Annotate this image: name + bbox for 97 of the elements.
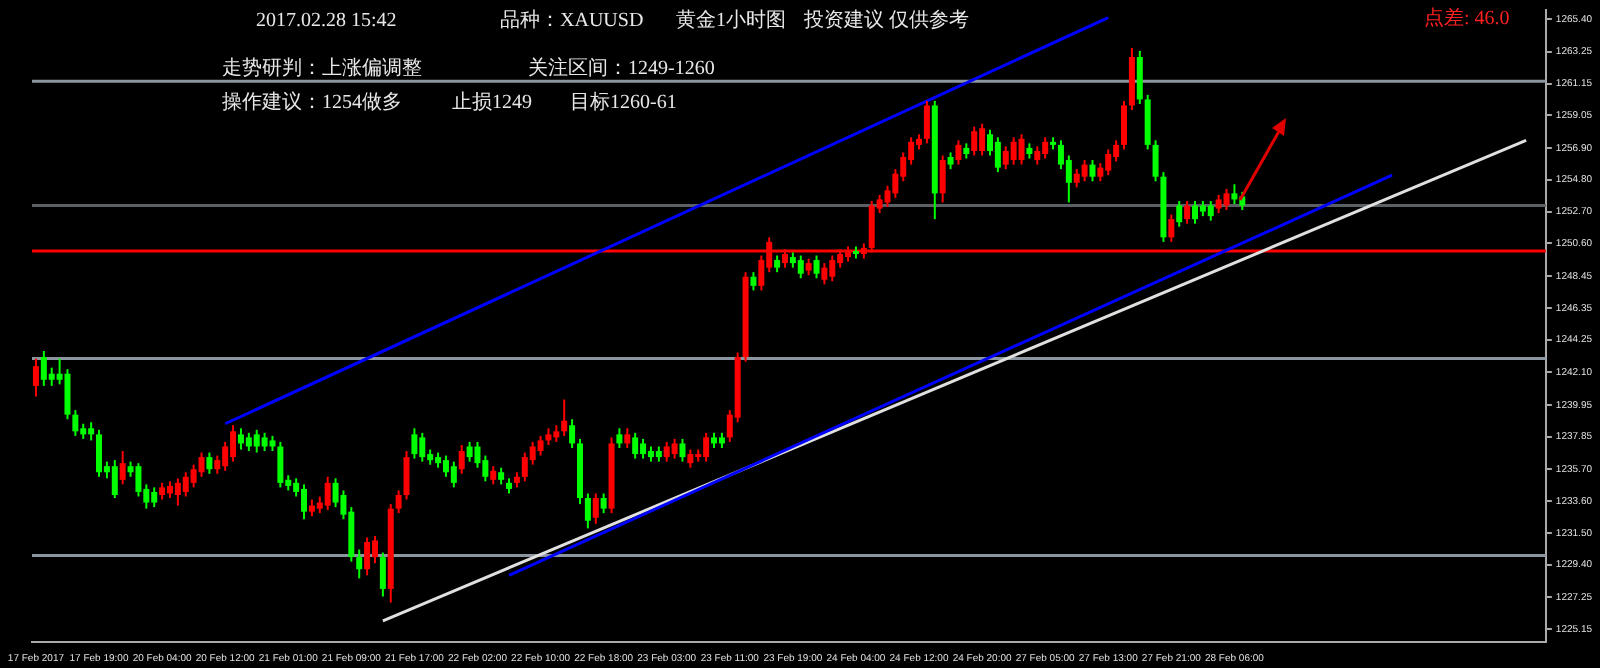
annotation: 走势研判：上涨偏调整 <box>222 58 422 82</box>
candlestick <box>584 492 591 530</box>
candlestick <box>301 483 308 521</box>
candlestick <box>151 486 158 509</box>
candlestick <box>750 271 757 292</box>
annotation: 2017.02.28 15:42 <box>256 10 397 34</box>
candlestick <box>971 125 978 157</box>
candlestick <box>442 454 449 478</box>
candlestick <box>687 448 694 469</box>
candlestick <box>703 431 710 463</box>
candlestick <box>277 440 284 489</box>
candlestick <box>1034 145 1041 166</box>
candlestick <box>1081 159 1088 183</box>
candlestick <box>1207 199 1214 222</box>
candlestick <box>640 437 647 460</box>
candlestick <box>32 357 39 398</box>
candlestick <box>521 451 528 483</box>
annotation: 投资建议 仅供参考 <box>804 10 969 34</box>
candlestick <box>190 463 197 489</box>
candlestick <box>88 421 95 442</box>
candlestick <box>1168 213 1175 243</box>
candlestick <box>1184 199 1191 225</box>
annotation: 操作建议：1254做多 <box>222 92 402 116</box>
candlestick <box>600 492 607 515</box>
candlestick <box>671 437 678 460</box>
candlestick <box>395 489 402 515</box>
candlestick <box>214 454 221 475</box>
annotation: 黄金1小时图 <box>676 10 786 34</box>
candlestick <box>1191 199 1198 225</box>
candlestick <box>616 427 623 450</box>
candlestick <box>1105 148 1112 177</box>
annotation: 目标1260-61 <box>570 92 677 116</box>
candlestick <box>569 418 576 450</box>
candlestick <box>403 450 410 501</box>
candlestick <box>663 440 670 463</box>
candlestick <box>466 440 473 463</box>
candlestick <box>923 99 930 145</box>
candlestick <box>206 451 213 475</box>
candlestick <box>356 548 363 580</box>
candlestick <box>245 431 252 453</box>
candlestick <box>379 551 386 598</box>
candlestick <box>1002 145 1009 171</box>
candlestick <box>40 350 47 387</box>
candlestick <box>490 465 497 486</box>
candlestick <box>174 477 181 507</box>
candlestick <box>1144 93 1151 151</box>
candlestick <box>1121 99 1128 151</box>
candlestick <box>364 536 371 577</box>
annotation: 关注区间：1249-1260 <box>528 58 715 82</box>
candlestick <box>821 262 828 286</box>
candlestick <box>237 427 244 451</box>
candlestick <box>679 437 686 463</box>
candlestick <box>632 431 639 460</box>
candlestick <box>72 409 79 437</box>
candlestick <box>1018 133 1025 166</box>
candlestick <box>135 462 142 498</box>
candlestick <box>1010 136 1017 166</box>
candlestick <box>979 122 986 157</box>
candlestick <box>411 427 418 460</box>
candlestick <box>96 428 103 478</box>
candlestick <box>1176 199 1183 228</box>
candlestick <box>1223 187 1230 212</box>
candlestick <box>592 492 599 525</box>
candlestick <box>261 431 268 453</box>
candlestick <box>419 431 426 463</box>
candlestick <box>1215 193 1222 215</box>
annotation: 止损1249 <box>452 92 532 116</box>
candlestick <box>119 450 126 486</box>
annotation: 品种：XAUUSD <box>500 10 644 34</box>
candlestick <box>1073 168 1080 189</box>
candlestick <box>624 427 631 450</box>
candlestick <box>1097 162 1104 183</box>
candlestick <box>474 440 481 469</box>
candlestick <box>198 451 205 478</box>
candlestick <box>1042 136 1049 160</box>
candlestick <box>1113 139 1120 163</box>
candlestick <box>955 139 962 166</box>
candlestick <box>994 136 1001 174</box>
candlestick <box>561 398 568 437</box>
candlestick <box>111 459 118 500</box>
candlestick <box>182 471 189 498</box>
candlestick <box>253 428 260 454</box>
candlestick <box>813 254 820 280</box>
annotation: 点差: 46.0 <box>1424 8 1510 32</box>
candlestick <box>1136 49 1143 105</box>
candlestick <box>230 424 237 463</box>
candlestick <box>1089 159 1096 183</box>
candlestick <box>324 475 331 512</box>
candlestick <box>537 434 544 457</box>
candlestick <box>829 254 836 283</box>
candlestick <box>450 460 457 489</box>
candlestick <box>371 534 378 565</box>
candlestick <box>458 443 465 475</box>
candlestick <box>1231 183 1238 205</box>
candlestick <box>482 454 489 483</box>
candlestick <box>797 254 804 280</box>
candlestick <box>939 154 946 204</box>
